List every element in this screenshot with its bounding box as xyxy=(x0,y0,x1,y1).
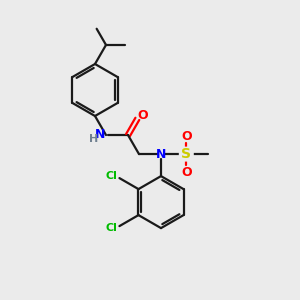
Text: O: O xyxy=(137,110,148,122)
Text: H: H xyxy=(89,134,99,144)
FancyBboxPatch shape xyxy=(179,147,194,162)
Text: N: N xyxy=(156,148,166,160)
Text: Cl: Cl xyxy=(106,171,117,181)
Text: N: N xyxy=(95,128,105,141)
Text: Cl: Cl xyxy=(106,223,117,233)
Text: O: O xyxy=(181,166,192,178)
Text: O: O xyxy=(181,130,192,142)
Text: S: S xyxy=(181,147,191,161)
